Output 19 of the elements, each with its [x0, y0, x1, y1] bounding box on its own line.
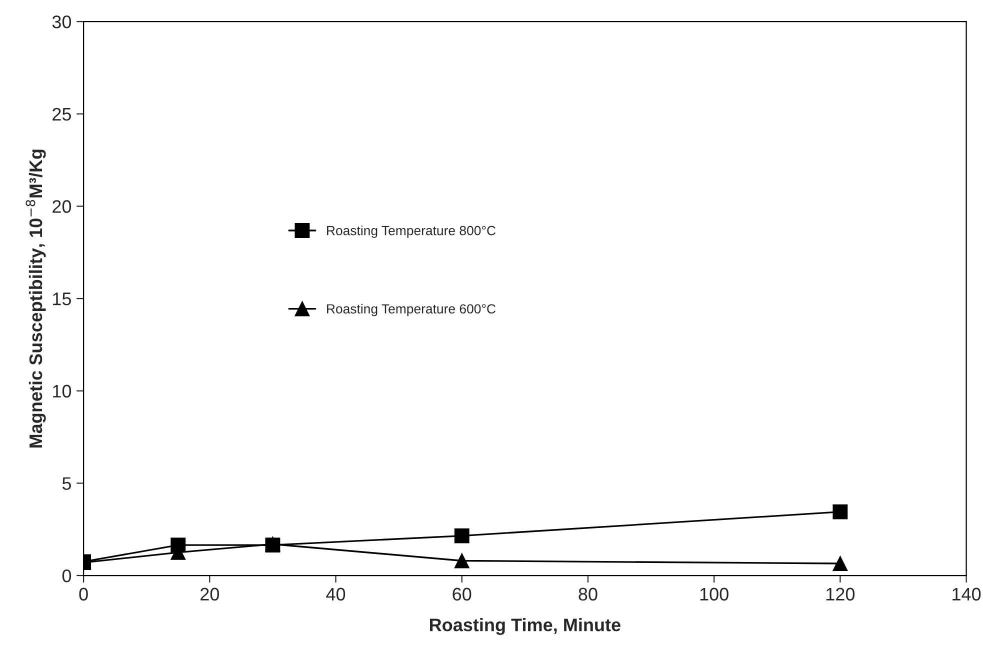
- y-tick-label: 10: [53, 384, 72, 398]
- x-tick-label: 100: [700, 588, 728, 601]
- y-tick-label: 30: [52, 16, 72, 28]
- x-tick-label: 120: [826, 588, 855, 601]
- y-tick-label: 20: [52, 200, 72, 213]
- y-tick-label: 0: [62, 569, 72, 582]
- x-axis-title: Roasting Time, Minute: [430, 618, 620, 635]
- x-tick-label: 40: [326, 588, 346, 601]
- legend-label: Roasting Temperature 800°C: [327, 226, 496, 238]
- y-tick-label: 15: [53, 292, 71, 306]
- legend-label: Roasting Temperature 600°C: [327, 304, 496, 316]
- x-tick-label: 140: [952, 588, 981, 601]
- y-axis-title: Magnetic Susceptibility, 10$^{−8}$M³/Kg: [26, 150, 46, 448]
- y-tick-label: 25: [52, 108, 71, 121]
- x-tick-label: 0: [79, 588, 88, 601]
- x-tick-label: 60: [452, 588, 472, 601]
- y-tick-label: 5: [62, 477, 71, 490]
- x-tick-label: 20: [200, 588, 219, 601]
- x-tick-label: 80: [578, 588, 598, 601]
